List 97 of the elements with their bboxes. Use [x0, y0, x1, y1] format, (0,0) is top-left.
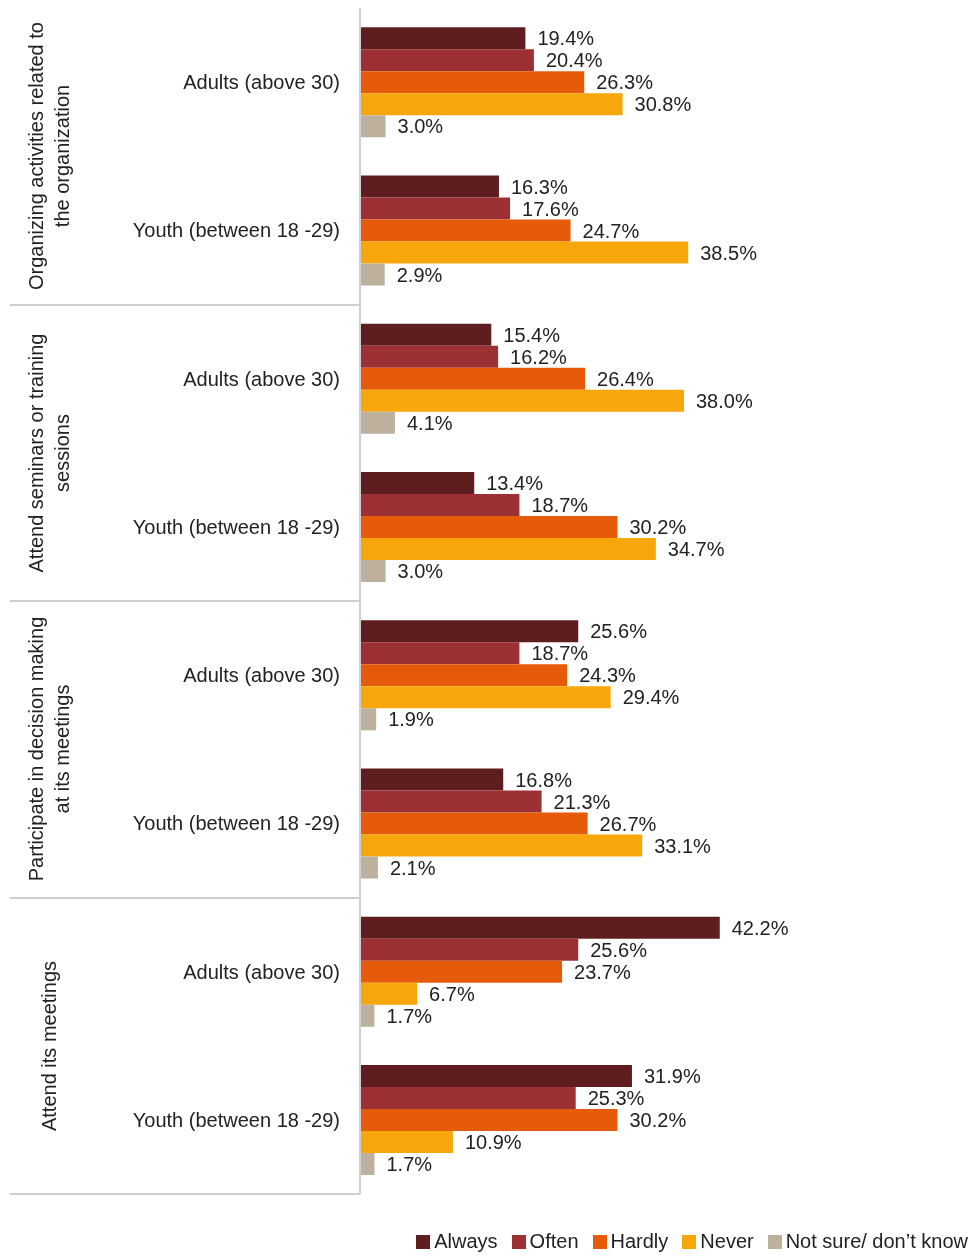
data-label: 19.4% — [537, 27, 595, 50]
data-label: 25.6% — [590, 620, 648, 643]
data-label: 1.7% — [386, 1153, 433, 1176]
legend-label: Hardly — [609, 1230, 669, 1253]
data-label: 24.7% — [582, 219, 640, 242]
bar — [360, 812, 588, 835]
data-label: 10.9% — [464, 1131, 522, 1154]
data-label: 30.2% — [629, 516, 687, 539]
bar — [360, 982, 418, 1005]
legend-label: Often — [528, 1230, 579, 1253]
data-label: 16.2% — [510, 345, 568, 368]
text: Participate in decision making at its meetings — [24, 615, 74, 884]
bar — [360, 620, 579, 643]
bar — [360, 49, 534, 72]
data-label: 26.3% — [596, 71, 654, 94]
bar — [360, 686, 611, 709]
data-label: 30.2% — [629, 1109, 687, 1132]
legend-label: Never — [699, 1230, 754, 1253]
data-label: 33.1% — [654, 834, 712, 857]
bar — [360, 472, 475, 495]
bar — [360, 790, 542, 813]
data-label: 42.2% — [731, 916, 789, 939]
y-tick-label: Youth (between 18 -29) — [132, 812, 340, 835]
bar — [360, 27, 526, 50]
data-label: 2.9% — [396, 263, 443, 286]
bar — [360, 241, 689, 264]
bar — [360, 345, 499, 368]
bar — [360, 516, 618, 539]
bar — [360, 1087, 576, 1110]
y-tick-label: Adults (above 30) — [183, 71, 340, 94]
data-label: 34.7% — [667, 538, 725, 561]
data-label: 38.5% — [700, 241, 758, 264]
bar — [360, 71, 585, 94]
bar — [360, 916, 720, 939]
data-label: 15.4% — [503, 323, 561, 346]
data-label: 30.8% — [634, 93, 692, 116]
bar — [360, 367, 586, 390]
data-label: 4.1% — [406, 411, 453, 434]
bar — [360, 1109, 618, 1132]
bar — [360, 856, 378, 879]
data-label: 31.9% — [643, 1065, 701, 1088]
bar — [360, 175, 499, 198]
bar — [360, 93, 623, 116]
data-label: 1.7% — [386, 1004, 433, 1027]
bar — [360, 1065, 632, 1088]
data-label: 38.0% — [695, 389, 753, 412]
data-label: 25.6% — [590, 938, 648, 961]
data-label: 16.8% — [515, 768, 573, 791]
bar — [360, 560, 386, 583]
data-label: 16.3% — [510, 175, 568, 198]
bar — [360, 494, 520, 517]
data-label: 2.1% — [389, 856, 436, 879]
data-label: 29.4% — [622, 686, 680, 709]
data-label: 18.7% — [531, 494, 589, 517]
bar — [360, 411, 395, 434]
data-label: 24.3% — [579, 664, 637, 687]
text: Attend seminars or training sessions — [24, 332, 74, 575]
bar — [360, 642, 520, 665]
legend-label: Always — [433, 1230, 498, 1253]
data-label: 6.7% — [429, 982, 475, 1005]
bar — [360, 263, 385, 286]
y-tick-label: Youth (between 18 -29) — [132, 219, 340, 242]
y-tick-label: Adults (above 30) — [183, 664, 340, 687]
bar — [360, 197, 511, 220]
y-tick-label: Adults (above 30) — [183, 367, 340, 390]
y-tick-label: Youth (between 18 -29) — [132, 1108, 340, 1131]
data-label: 3.0% — [397, 560, 444, 583]
data-label: 20.4% — [545, 49, 603, 72]
bar — [360, 938, 579, 961]
legend-label: Not sure/ don’t know — [784, 1230, 968, 1253]
bar — [360, 834, 643, 857]
bar — [360, 219, 571, 242]
bar — [360, 1153, 375, 1176]
bar — [360, 1004, 375, 1027]
data-label: 17.6% — [522, 197, 579, 220]
data-label: 21.3% — [553, 790, 611, 813]
data-label: 25.3% — [587, 1087, 645, 1110]
bar — [360, 389, 684, 412]
text: Attend its meetings — [37, 959, 61, 1133]
y-tick-label: Youth (between 18 -29) — [132, 515, 340, 538]
bar — [360, 538, 656, 561]
data-label: 23.7% — [574, 960, 631, 983]
bar — [360, 768, 504, 791]
data-label: 13.4% — [486, 472, 544, 495]
bar — [360, 960, 563, 983]
bar — [360, 115, 386, 138]
data-label: 18.7% — [531, 642, 589, 665]
text: Organizing activities related to the organization — [24, 21, 74, 293]
data-label: 26.7% — [599, 812, 657, 835]
data-label: 3.0% — [397, 115, 444, 138]
bar — [360, 323, 492, 346]
y-tick-label: Adults (above 30) — [183, 960, 340, 983]
data-label: 26.4% — [597, 367, 654, 390]
bar — [360, 664, 568, 687]
bar — [360, 708, 377, 731]
bar — [360, 1131, 453, 1154]
data-label: 1.9% — [388, 708, 434, 731]
